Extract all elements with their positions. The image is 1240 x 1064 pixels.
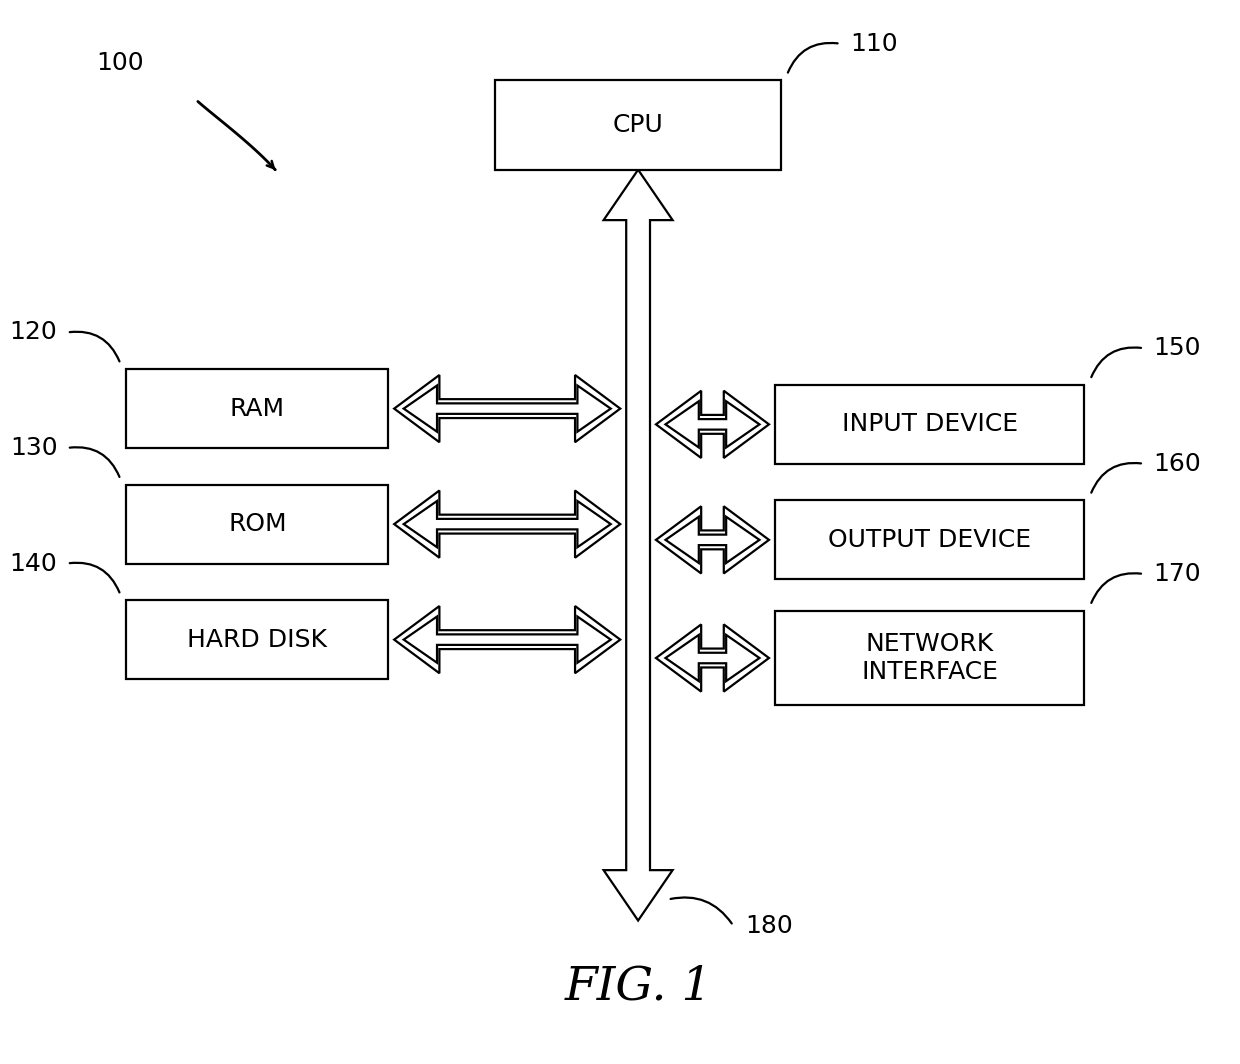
Polygon shape <box>666 517 759 563</box>
Bar <box>775 611 1084 705</box>
Text: RAM: RAM <box>229 397 285 420</box>
Text: 100: 100 <box>97 51 144 76</box>
Bar <box>126 600 388 679</box>
FancyArrowPatch shape <box>1091 573 1141 603</box>
Polygon shape <box>666 401 759 448</box>
Text: 120: 120 <box>10 320 57 345</box>
Polygon shape <box>656 506 769 573</box>
Text: ROM: ROM <box>228 512 286 536</box>
Polygon shape <box>656 390 769 458</box>
Text: 180: 180 <box>745 914 792 937</box>
Text: 140: 140 <box>10 551 57 576</box>
FancyArrowPatch shape <box>69 563 119 593</box>
Text: NETWORK
INTERFACE: NETWORK INTERFACE <box>861 632 998 684</box>
Text: 110: 110 <box>849 32 898 55</box>
Bar <box>126 369 388 448</box>
Bar <box>126 485 388 564</box>
Text: 150: 150 <box>1153 336 1200 361</box>
Polygon shape <box>394 606 620 674</box>
FancyArrowPatch shape <box>787 43 838 72</box>
Text: 170: 170 <box>1153 562 1202 586</box>
Polygon shape <box>404 616 611 663</box>
FancyArrowPatch shape <box>671 897 732 924</box>
FancyArrowPatch shape <box>69 447 119 477</box>
Polygon shape <box>394 491 620 558</box>
Polygon shape <box>666 635 759 681</box>
Polygon shape <box>656 625 769 692</box>
Text: HARD DISK: HARD DISK <box>187 628 327 651</box>
Bar <box>775 385 1084 464</box>
Text: CPU: CPU <box>613 113 663 137</box>
Polygon shape <box>404 501 611 547</box>
FancyArrowPatch shape <box>1091 463 1141 493</box>
Text: INPUT DEVICE: INPUT DEVICE <box>842 413 1018 436</box>
Bar <box>775 500 1084 579</box>
FancyArrowPatch shape <box>1091 348 1141 377</box>
Text: OUTPUT DEVICE: OUTPUT DEVICE <box>828 528 1032 552</box>
Bar <box>495 81 781 170</box>
Polygon shape <box>394 375 620 443</box>
Polygon shape <box>604 170 672 920</box>
FancyArrowPatch shape <box>69 332 119 362</box>
Text: FIG. 1: FIG. 1 <box>564 965 712 1010</box>
Polygon shape <box>404 385 611 432</box>
Text: 160: 160 <box>1153 452 1202 476</box>
Text: 130: 130 <box>10 436 57 460</box>
